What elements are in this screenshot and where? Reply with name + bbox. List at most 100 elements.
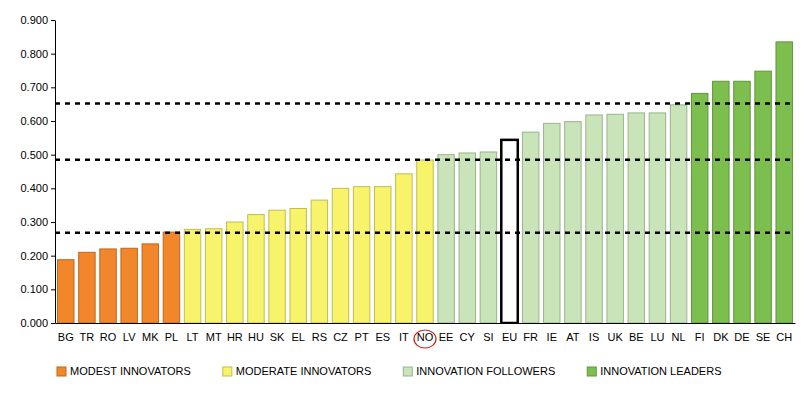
bar <box>121 248 137 323</box>
bar <box>269 210 285 323</box>
x-axis-line <box>56 323 796 324</box>
x-tick-label: RS <box>312 331 327 343</box>
x-tick-label: ES <box>375 331 390 343</box>
y-tick-mark <box>51 256 55 257</box>
x-tick-label: LU <box>650 331 664 343</box>
x-tick-label: LV <box>123 331 136 343</box>
bar <box>607 114 623 323</box>
x-tick: EL <box>291 323 304 343</box>
x-tick: CZ <box>333 323 348 343</box>
x-tick: CY <box>460 323 476 343</box>
x-tick: HR <box>227 323 243 343</box>
y-tick-label: 0.600 <box>20 115 48 127</box>
x-tick: IS <box>589 323 599 343</box>
bar <box>544 123 560 323</box>
x-tick: DE <box>734 323 749 343</box>
bar <box>79 252 95 323</box>
x-tick-label: AT <box>566 331 580 343</box>
x-tick: LV <box>123 323 136 343</box>
y-tick-mark <box>51 20 55 21</box>
x-tick-label: SI <box>483 331 493 343</box>
y-tick-mark <box>51 323 55 324</box>
x-tick-label: HU <box>248 331 264 343</box>
bar <box>501 140 517 323</box>
y-tick-label: 0.200 <box>20 250 48 262</box>
x-tick-label: UK <box>608 331 624 343</box>
x-tick-label: FR <box>523 331 538 343</box>
chart-svg: 0.0000.1000.2000.3000.4000.5000.6000.700… <box>0 0 803 397</box>
x-tick: LU <box>650 323 664 343</box>
y-tick-label: 0.400 <box>20 182 48 194</box>
y-tick: 0.200 <box>20 250 55 262</box>
y-axis-line <box>55 21 56 324</box>
chart-container: 0.0000.1000.2000.3000.4000.5000.6000.700… <box>0 0 803 397</box>
y-tick-mark <box>51 222 55 223</box>
x-tick: PT <box>355 323 369 343</box>
y-tick-label: 0.800 <box>20 48 48 60</box>
x-tick: UK <box>608 323 624 343</box>
x-tick: NL <box>672 323 686 343</box>
x-tick-label: BG <box>58 331 74 343</box>
x-tick-label: BE <box>629 331 644 343</box>
y-tick: 0.300 <box>20 216 55 228</box>
x-tick-label: CH <box>776 331 792 343</box>
legend-swatch <box>223 367 232 376</box>
x-tick: FR <box>523 323 538 343</box>
x-tick: TR <box>80 323 95 343</box>
x-axis: BGTRROLVMKPLLTMTHRHUSKELRSCZPTESITNOEECY… <box>56 323 796 343</box>
bar <box>691 93 707 323</box>
x-tick-label: PL <box>165 331 178 343</box>
legend-label: INNOVATION FOLLOWERS <box>416 365 555 377</box>
y-tick-label: 0.100 <box>20 283 48 295</box>
y-tick-mark <box>51 87 55 88</box>
x-tick-label: HR <box>227 331 243 343</box>
x-tick: FI <box>695 323 705 343</box>
threshold-line <box>55 102 795 105</box>
x-tick: CH <box>776 323 792 343</box>
legend: MODEST INNOVATORS MODERATE INNOVATORS INNO… <box>57 365 721 377</box>
x-tick: MK <box>142 323 159 343</box>
x-tick-label: LT <box>187 331 199 343</box>
x-tick-label: NL <box>672 331 686 343</box>
bar <box>374 187 390 323</box>
bar <box>459 153 475 323</box>
y-tick: 0.400 <box>20 182 55 194</box>
x-tick-label: EL <box>291 331 304 343</box>
legend-item: INNOVATION FOLLOWERS <box>403 365 555 377</box>
y-tick: 0.000 <box>20 317 55 329</box>
x-tick: HU <box>248 323 264 343</box>
y-tick-label: 0.900 <box>20 14 48 26</box>
x-tick: RO <box>100 323 117 343</box>
plot-area <box>55 42 795 323</box>
x-tick: BG <box>58 323 74 343</box>
y-tick-mark <box>51 188 55 189</box>
y-tick-mark <box>51 121 55 122</box>
x-tick: RS <box>312 323 327 343</box>
x-tick-label: IS <box>589 331 599 343</box>
highlight-ellipse <box>414 330 436 348</box>
bar <box>755 71 771 323</box>
y-tick: 0.500 <box>20 149 55 161</box>
x-tick-label: RO <box>100 331 117 343</box>
bar <box>649 113 665 323</box>
y-tick-label: 0.000 <box>20 317 48 329</box>
bar <box>396 174 412 323</box>
x-tick-label: FI <box>695 331 705 343</box>
bar <box>290 209 306 323</box>
bar <box>184 229 200 323</box>
legend-label: MODERATE INNOVATORS <box>236 365 371 377</box>
bar <box>713 81 729 323</box>
x-tick: ES <box>375 323 390 343</box>
legend-label: INNOVATION LEADERS <box>600 365 721 377</box>
x-tick-label: CY <box>460 331 476 343</box>
bar <box>142 244 158 323</box>
legend-label: MODEST INNOVATORS <box>70 365 191 377</box>
x-tick-label: NO <box>417 331 434 343</box>
y-axis: 0.0000.1000.2000.3000.4000.5000.6000.700… <box>20 14 55 329</box>
bar <box>227 222 243 323</box>
legend-swatch <box>57 367 66 376</box>
y-tick: 0.600 <box>20 115 55 127</box>
x-tick-label: CZ <box>333 331 348 343</box>
legend-item: MODERATE INNOVATORS <box>223 365 371 377</box>
bar <box>586 115 602 323</box>
